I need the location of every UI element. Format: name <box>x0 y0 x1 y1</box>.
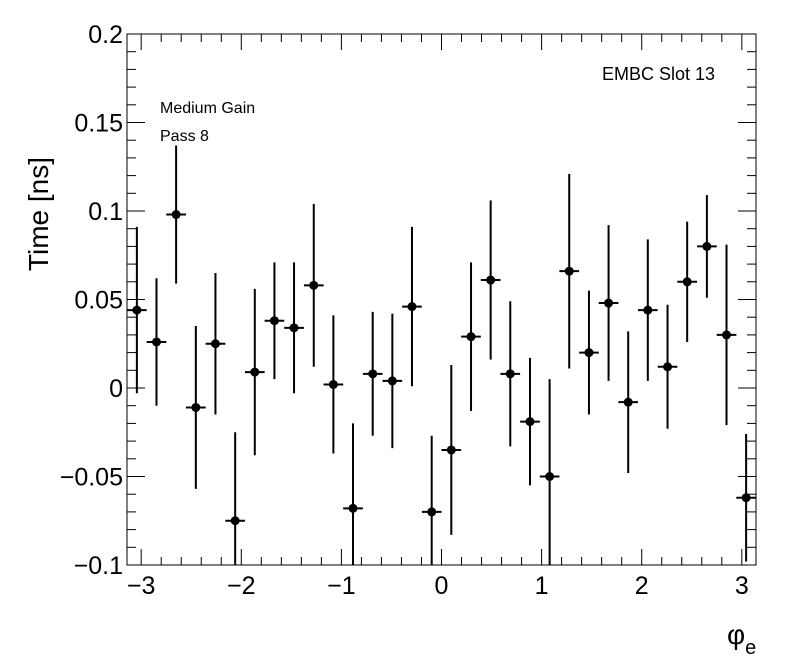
point-marker <box>643 305 653 315</box>
point-marker <box>682 277 692 287</box>
x-tick-label: 0 <box>435 572 449 600</box>
point-marker <box>387 376 397 386</box>
data-point <box>461 262 481 412</box>
data-point <box>559 173 580 369</box>
point-marker <box>427 507 437 517</box>
point-marker <box>328 379 338 389</box>
data-point <box>500 301 521 447</box>
point-marker <box>446 445 456 455</box>
y-tick-label: 0.05 <box>74 287 123 315</box>
data-point <box>225 432 246 565</box>
point-marker <box>722 330 732 340</box>
data-point <box>421 435 442 565</box>
y-tick-label: −0.1 <box>74 552 123 580</box>
x-tick-label: 1 <box>535 572 549 600</box>
data-point <box>343 423 363 565</box>
point-marker <box>486 275 496 285</box>
annotation-pass: Pass 8 <box>160 128 209 145</box>
y-tick-label: 0.15 <box>74 110 123 138</box>
point-marker <box>407 302 417 312</box>
data-point <box>637 239 658 381</box>
point-marker <box>584 348 594 358</box>
annotation-gain: Medium Gain <box>160 100 255 117</box>
data-point <box>362 311 383 436</box>
data-point <box>186 326 206 489</box>
data-point <box>146 278 167 406</box>
data-point <box>166 145 186 284</box>
data-point <box>323 315 344 454</box>
point-marker <box>348 503 358 513</box>
data-points <box>127 145 756 565</box>
data-point <box>657 304 678 429</box>
data-point <box>598 225 619 381</box>
point-marker <box>663 362 673 372</box>
x-tick-label: −2 <box>227 572 256 600</box>
point-marker <box>132 305 142 315</box>
y-axis-title: Time [ns] <box>23 157 54 271</box>
data-point <box>520 357 540 486</box>
point-marker <box>368 369 378 379</box>
point-marker <box>289 323 299 333</box>
point-marker <box>230 516 240 526</box>
point-marker <box>564 266 574 276</box>
point-marker <box>269 316 279 326</box>
x-axis-title: φe <box>727 619 756 659</box>
data-point <box>736 434 756 562</box>
data-point <box>205 272 226 415</box>
data-point <box>697 195 717 298</box>
annotation-slot: EMBC Slot 13 <box>602 64 715 84</box>
data-point <box>127 226 147 394</box>
point-marker <box>309 280 319 290</box>
x-tick-label: −1 <box>327 572 356 600</box>
x-tick-label: −3 <box>127 572 156 600</box>
y-tick-label: 0 <box>109 375 123 403</box>
x-tick-label: 3 <box>735 572 749 600</box>
data-point <box>579 290 599 415</box>
point-marker <box>250 367 260 377</box>
data-point <box>284 262 304 394</box>
data-point <box>264 262 285 380</box>
data-point <box>303 203 324 367</box>
y-tick-label: 0.1 <box>88 198 123 226</box>
point-marker <box>623 397 633 407</box>
x-axis-title-subscript: e <box>745 637 756 659</box>
point-marker <box>702 241 712 251</box>
point-marker <box>466 332 476 342</box>
point-marker <box>545 472 555 481</box>
y-tick-labels: −0.1 −0.05 0 0.05 0.1 0.15 0.2 <box>60 21 123 580</box>
data-point <box>402 226 422 387</box>
data-point <box>677 221 697 342</box>
point-marker <box>505 369 515 379</box>
point-marker <box>525 417 535 427</box>
data-point <box>382 313 403 449</box>
point-marker <box>191 402 201 412</box>
point-marker <box>741 493 751 503</box>
y-tick-label: 0.2 <box>88 21 123 49</box>
data-point <box>716 244 737 426</box>
point-marker <box>151 337 161 347</box>
data-point <box>441 364 462 535</box>
point-marker <box>171 210 181 220</box>
axis-ticks <box>127 33 756 566</box>
data-point <box>244 288 265 456</box>
point-marker <box>210 339 220 349</box>
y-tick-label: −0.05 <box>60 464 123 492</box>
data-point <box>618 331 639 473</box>
point-marker <box>604 298 614 308</box>
x-tick-label: 2 <box>635 572 649 600</box>
x-tick-labels: −3 −2 −1 0 1 2 3 <box>127 572 749 600</box>
data-point <box>539 379 560 565</box>
x-axis-title-symbol: φ <box>727 619 745 650</box>
data-point <box>480 200 501 360</box>
